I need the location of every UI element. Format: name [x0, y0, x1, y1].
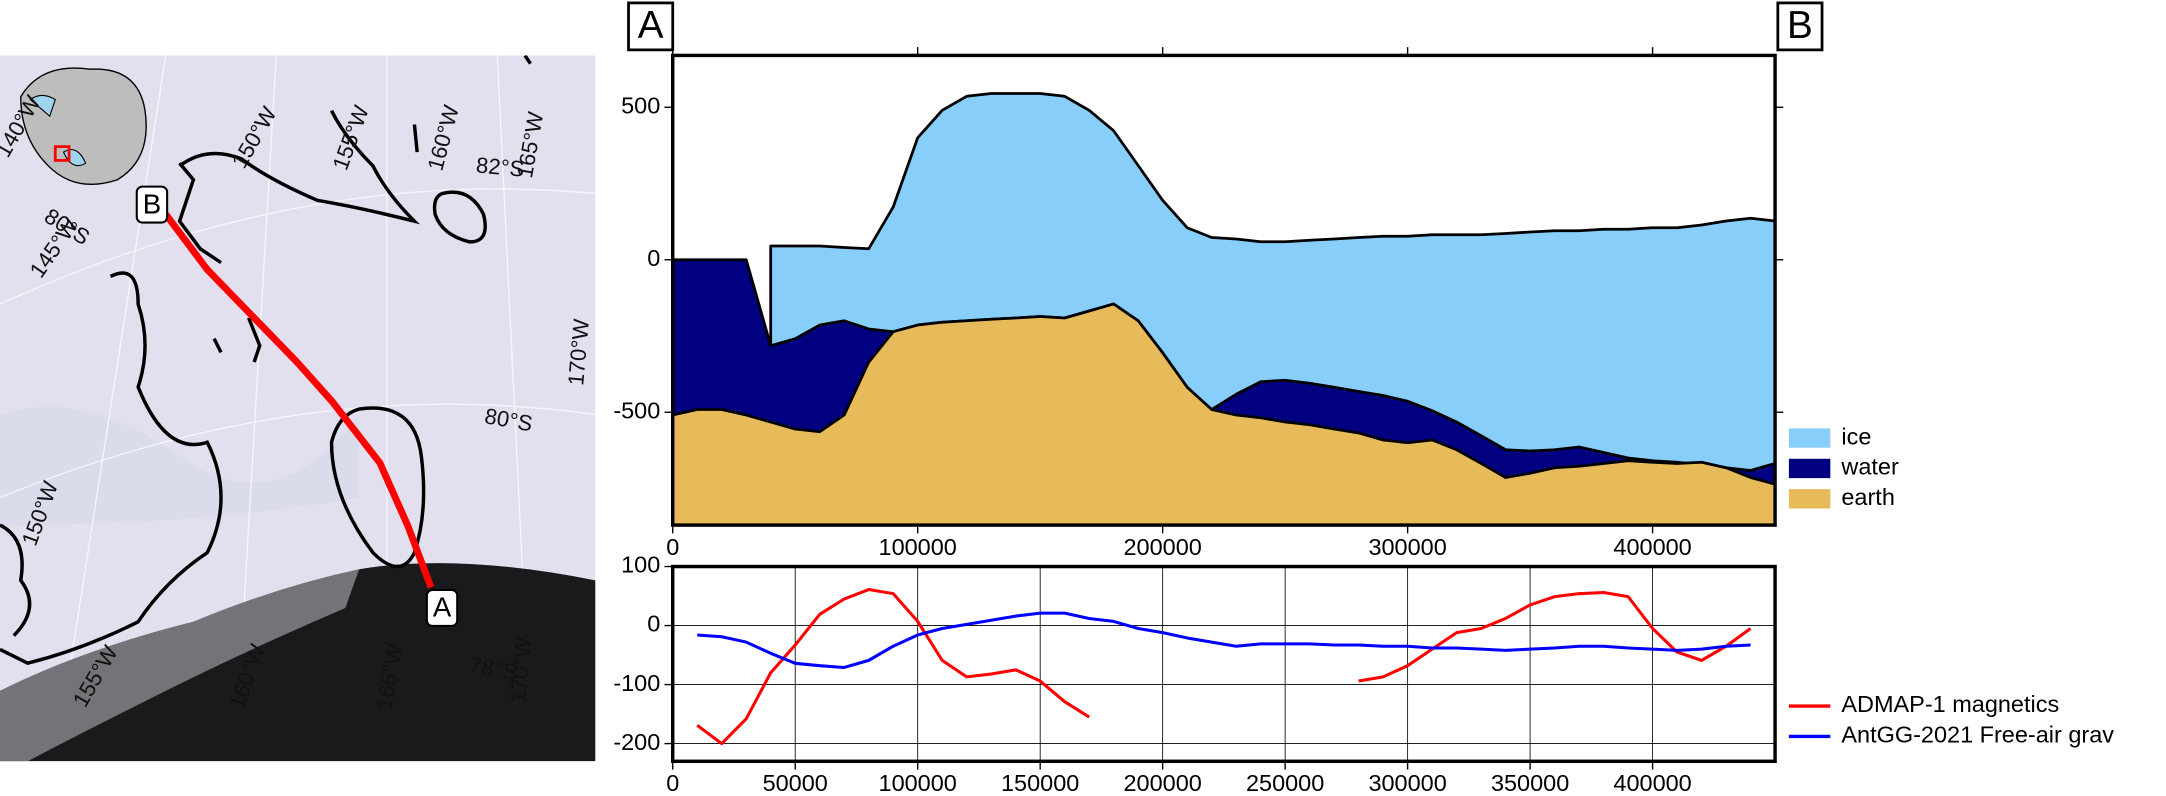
- map: [0, 55, 596, 762]
- legend-label: earth: [1841, 484, 1895, 510]
- legend-swatch: [1788, 428, 1831, 448]
- map-marker-label: B: [143, 188, 161, 219]
- y-tick-label: -500: [613, 397, 660, 423]
- x-tick-label: 150000: [1001, 770, 1079, 796]
- map-grid-label: 82°S: [475, 152, 525, 181]
- x-tick-label: 0: [666, 534, 679, 560]
- x-tick-label: 100000: [879, 534, 957, 560]
- legend-label: water: [1840, 454, 1899, 480]
- plot-frame: [671, 564, 1777, 764]
- y-tick-label: 0: [647, 611, 660, 637]
- y-tick-label: 500: [621, 92, 660, 118]
- annotation: A: [638, 4, 664, 47]
- legend-label: AntGG-2021 Free-air grav: [1841, 722, 2114, 748]
- map-grid-label: 170°W: [563, 318, 594, 387]
- x-tick-label: 200000: [1123, 770, 1201, 796]
- y-tick-label: -100: [613, 670, 660, 696]
- map-sea-ice: [0, 569, 360, 762]
- x-tick-label: 400000: [1613, 534, 1691, 560]
- inset-map: [20, 67, 147, 186]
- profile-line: [163, 212, 435, 589]
- legend-label: ADMAP-1 magnetics: [1841, 691, 2059, 717]
- y-tick-label: -200: [613, 729, 660, 755]
- x-tick-label: 300000: [1368, 770, 1446, 796]
- x-tick-label: 400000: [1613, 770, 1691, 796]
- layer-area: [672, 302, 1776, 526]
- legend-swatch: [1788, 489, 1831, 509]
- map-coastline: [0, 55, 532, 666]
- data-line: [696, 588, 1752, 746]
- x-tick-label: 50000: [763, 770, 828, 796]
- x-tick-label: 100000: [879, 770, 957, 796]
- x-tick-label: 200000: [1123, 534, 1201, 560]
- x-tick-label: 0: [666, 770, 679, 796]
- line-chart: 0 50000 100000 150000 200000 250000 300000 3500…: [613, 552, 2114, 796]
- map-marker-label: A: [433, 592, 452, 623]
- data-line: [697, 611, 1751, 669]
- plot-frame: [671, 53, 1777, 527]
- layers: [672, 92, 1776, 526]
- lines: [696, 588, 1752, 746]
- map-marker-box: [425, 588, 459, 627]
- map-grid-label: 170°W: [505, 636, 536, 705]
- map-ice-texture: [0, 406, 360, 526]
- annotation: B: [1787, 4, 1813, 47]
- y-tick-label: 100: [621, 552, 660, 578]
- legend-swatch: [1788, 458, 1831, 479]
- y-tick-label: 0: [647, 245, 660, 271]
- x-tick-label: 300000: [1368, 534, 1446, 560]
- x-tick-label: 350000: [1491, 770, 1569, 796]
- annotation-box: [1776, 1, 1824, 52]
- annotation-box: [627, 1, 675, 52]
- x-tick-label: 250000: [1246, 770, 1324, 796]
- map-marker-box: [135, 185, 169, 224]
- legend-label: ice: [1841, 423, 1871, 449]
